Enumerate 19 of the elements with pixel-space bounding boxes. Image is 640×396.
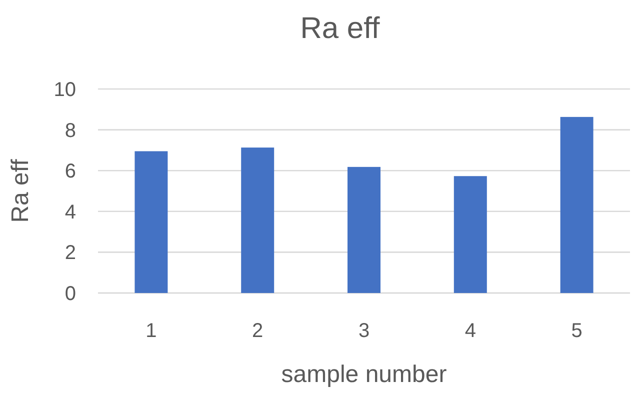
x-tick-label: 1 xyxy=(146,320,157,342)
y-tick-label: 0 xyxy=(64,283,76,305)
bar xyxy=(348,166,380,293)
y-tick-label: 8 xyxy=(64,120,76,142)
x-tick-label: 4 xyxy=(464,320,476,342)
bar xyxy=(560,116,594,293)
bar xyxy=(454,176,487,293)
x-axis-title: sample number xyxy=(281,361,447,388)
bar xyxy=(241,148,274,293)
x-tick-label: 3 xyxy=(358,320,370,342)
y-axis-title: Ra eff xyxy=(7,158,34,223)
y-tick-label: 4 xyxy=(64,201,76,224)
chart-title: Ra eff xyxy=(300,12,380,45)
bar xyxy=(134,151,168,293)
y-tick-label: 2 xyxy=(64,242,76,264)
y-tick-label: 10 xyxy=(54,79,76,101)
x-tick-label: 2 xyxy=(252,320,264,342)
x-tick-label: 5 xyxy=(571,320,582,342)
y-tick-label: 6 xyxy=(64,160,76,183)
